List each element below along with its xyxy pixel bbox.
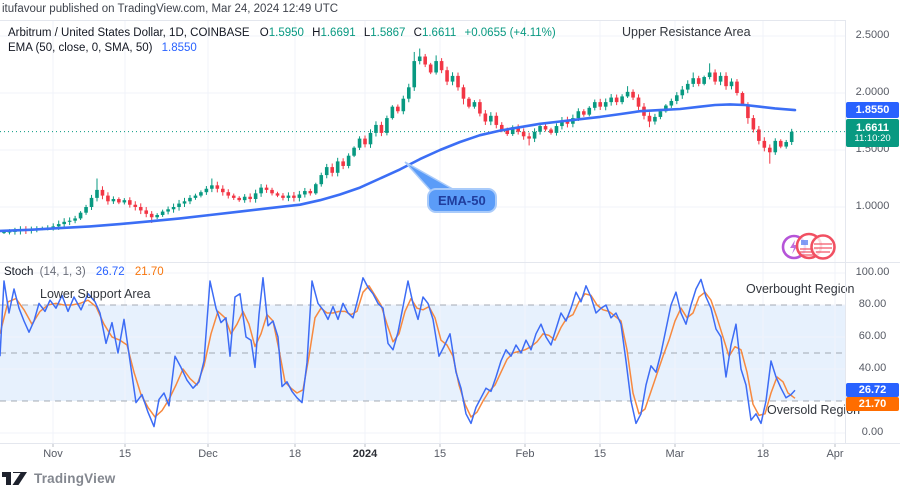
stoch-d-axis-label: 21.70 xyxy=(846,397,899,412)
stoch-d-value: 21.70 xyxy=(134,266,164,278)
stoch-legend-params: (14, 1, 3) xyxy=(39,266,86,278)
last-price-value: 1.6611 xyxy=(855,121,890,134)
stoch-axis-label: 100.00 xyxy=(855,266,890,278)
ohlc-close-value: 1.6611 xyxy=(421,27,457,39)
tradingview-footer[interactable]: TradingView xyxy=(2,471,115,486)
upper-resistance-annotation[interactable]: Upper Resistance Area xyxy=(622,25,751,39)
ohlc-low-value: 1.5867 xyxy=(370,27,406,39)
axis-divider xyxy=(845,20,846,443)
ohlc-high-letter: H xyxy=(312,27,321,39)
stoch-axis-ticks: 100.00 80.00 60.00 40.00 0.00 xyxy=(845,0,900,443)
time-axis-label: Feb xyxy=(515,448,535,460)
ohlc-low-letter: L xyxy=(363,27,371,39)
ema-legend-value: 1.8550 xyxy=(161,42,197,54)
time-axis-label: Mar xyxy=(665,448,685,460)
time-axis-label: 2024 xyxy=(352,448,378,460)
ema-value-axis-label: 1.8550 xyxy=(846,101,899,118)
overbought-region-annotation[interactable]: Overbought Region xyxy=(746,282,855,296)
ohlc-close-letter: C xyxy=(413,27,422,39)
ohlc-high-value: 1.6691 xyxy=(320,27,356,39)
bar-countdown: 11:10:20 xyxy=(854,132,891,144)
time-axis-label: 15 xyxy=(593,448,607,460)
tradingview-wordmark[interactable]: TradingView xyxy=(34,471,116,486)
price-axis-label: 1.0000 xyxy=(855,200,890,212)
oversold-region-annotation[interactable]: Oversold Region xyxy=(767,403,861,417)
stoch-axis-label: 40.00 xyxy=(858,362,887,374)
time-axis[interactable]: Nov 15 Dec 18 2024 15 Feb 15 Mar 18 Apr xyxy=(0,444,900,464)
ohlc-open-value: 1.5950 xyxy=(268,27,304,39)
time-axis-label: Apr xyxy=(826,448,844,460)
price-axis-label: 2.5000 xyxy=(855,29,890,41)
stoch-legend-title[interactable]: Stoch xyxy=(4,266,34,278)
change-value: +0.0655 (+4.11%) xyxy=(464,27,556,39)
stoch-axis-label: 80.00 xyxy=(858,298,887,310)
stoch-legend[interactable]: Stoch (14, 1, 3) 26.72 21.70 xyxy=(4,266,164,278)
time-axis-label: 18 xyxy=(756,448,770,460)
stoch-axis-label: 60.00 xyxy=(858,330,887,342)
stoch-k-axis-label: 26.72 xyxy=(846,383,899,398)
symbol-title[interactable]: Arbitrum / United States Dollar, 1D, COI… xyxy=(8,27,250,39)
instrument-pair-icons xyxy=(781,232,836,260)
time-axis-label: Nov xyxy=(43,448,63,460)
ema50-callout[interactable]: EMA-50 xyxy=(427,188,497,213)
time-axis-label: 18 xyxy=(288,448,302,460)
lower-support-annotation[interactable]: Lower Support Area xyxy=(40,287,151,301)
ema-legend[interactable]: EMA (50, close, 0, SMA, 50) 1.8550 xyxy=(8,42,197,54)
ohlc-open-letter: O xyxy=(259,27,269,39)
pane-divider[interactable] xyxy=(0,262,900,263)
tradingview-logo-icon xyxy=(2,472,27,485)
time-axis-divider xyxy=(0,443,900,444)
time-axis-label: 15 xyxy=(433,448,447,460)
price-axis[interactable] xyxy=(845,20,900,443)
attribution-text: itufavour published on TradingView.com, … xyxy=(2,3,339,15)
stoch-axis-label: 0.00 xyxy=(861,426,884,438)
last-price-axis-label: 1.6611 11:10:20 xyxy=(846,118,899,147)
symbol-legend[interactable]: Arbitrum / United States Dollar, 1D, COI… xyxy=(8,27,556,39)
stoch-k-value: 26.72 xyxy=(95,266,125,278)
ema-legend-title[interactable]: EMA (50, close, 0, SMA, 50) xyxy=(8,42,153,54)
price-axis-label: 2.0000 xyxy=(855,86,890,98)
time-axis-label: 15 xyxy=(118,448,132,460)
time-axis-label: Dec xyxy=(198,448,218,460)
attribution-divider xyxy=(0,20,900,21)
